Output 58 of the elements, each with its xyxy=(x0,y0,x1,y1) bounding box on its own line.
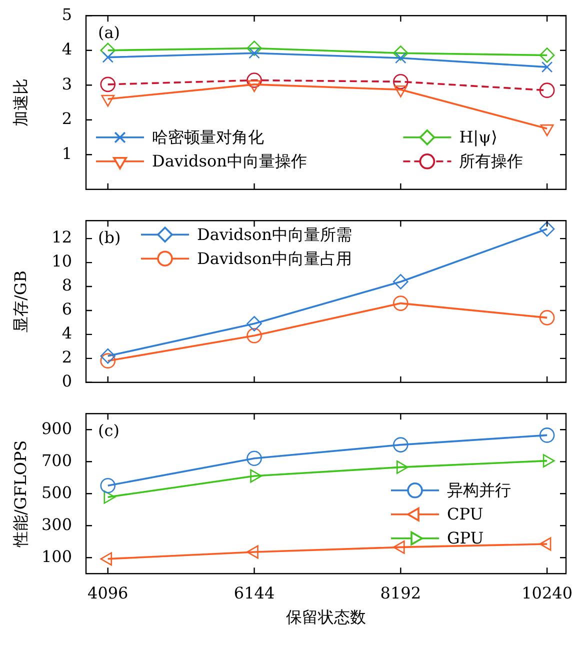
legend-label: CPU xyxy=(447,504,484,524)
point xyxy=(100,76,116,92)
y-tick-label: 100 xyxy=(41,546,72,566)
x-axis-title: 保留状态数 xyxy=(286,608,366,627)
y-tick-label: 3 xyxy=(62,74,72,94)
y-tick-label: 1 xyxy=(62,144,72,163)
point xyxy=(393,296,408,311)
x-tick-label: 8192 xyxy=(380,583,422,602)
point xyxy=(100,348,116,364)
point xyxy=(246,316,262,332)
legend-label: Davidson中向量操作 xyxy=(152,152,307,171)
point xyxy=(246,40,262,56)
y-axis-title: 性能/GFLOPS xyxy=(10,440,30,548)
point xyxy=(393,74,408,90)
y-axis-title: 显存/GB xyxy=(10,270,30,332)
y-tick-label: 8 xyxy=(62,276,72,295)
legend-label: 哈密顿量对角化 xyxy=(152,128,264,147)
point xyxy=(539,310,555,326)
y-tick-label: 5 xyxy=(62,4,72,24)
point xyxy=(102,52,114,63)
annotation: (c) xyxy=(98,420,120,440)
point xyxy=(539,48,555,63)
point xyxy=(541,61,553,73)
y-tick-label: 300 xyxy=(41,514,72,534)
legend-label: 所有操作 xyxy=(459,152,524,171)
y-tick-label: 900 xyxy=(41,418,72,438)
point xyxy=(539,82,555,98)
y-tick-label: 2 xyxy=(62,109,72,128)
x-tick-label: 6144 xyxy=(234,583,275,602)
legend-label: GPU xyxy=(447,528,484,548)
annotation: (a) xyxy=(98,22,120,42)
point xyxy=(101,94,115,107)
y-tick-label: 2 xyxy=(62,348,72,367)
y-tick-label: 4 xyxy=(62,324,72,343)
legend-label: H|ψ⟩ xyxy=(459,128,498,147)
x-tick-label: 10240 xyxy=(522,583,573,602)
y-tick-label: 700 xyxy=(41,450,72,470)
y-tick-label: 12 xyxy=(52,228,72,247)
y-tick-label: 500 xyxy=(41,482,72,502)
legend-label: 异构并行 xyxy=(447,480,511,500)
y-axis-title: 加速比 xyxy=(10,78,30,126)
point xyxy=(393,45,408,61)
x-tick-label: 4096 xyxy=(88,583,128,602)
point xyxy=(246,328,262,344)
y-tick-label: 6 xyxy=(62,300,72,319)
legend-label: Davidson中向量占用 xyxy=(197,248,352,268)
point xyxy=(539,221,555,237)
point xyxy=(246,72,262,88)
point xyxy=(394,85,408,98)
point xyxy=(540,124,554,136)
annotation: (b) xyxy=(98,228,121,247)
y-tick-label: 0 xyxy=(62,372,72,391)
y-tick-label: 4 xyxy=(62,40,72,59)
point xyxy=(248,80,261,92)
y-tick-label: 10 xyxy=(52,252,72,271)
point xyxy=(100,353,116,368)
legend-label: Davidson中向量所需 xyxy=(197,224,352,244)
point xyxy=(393,274,408,290)
